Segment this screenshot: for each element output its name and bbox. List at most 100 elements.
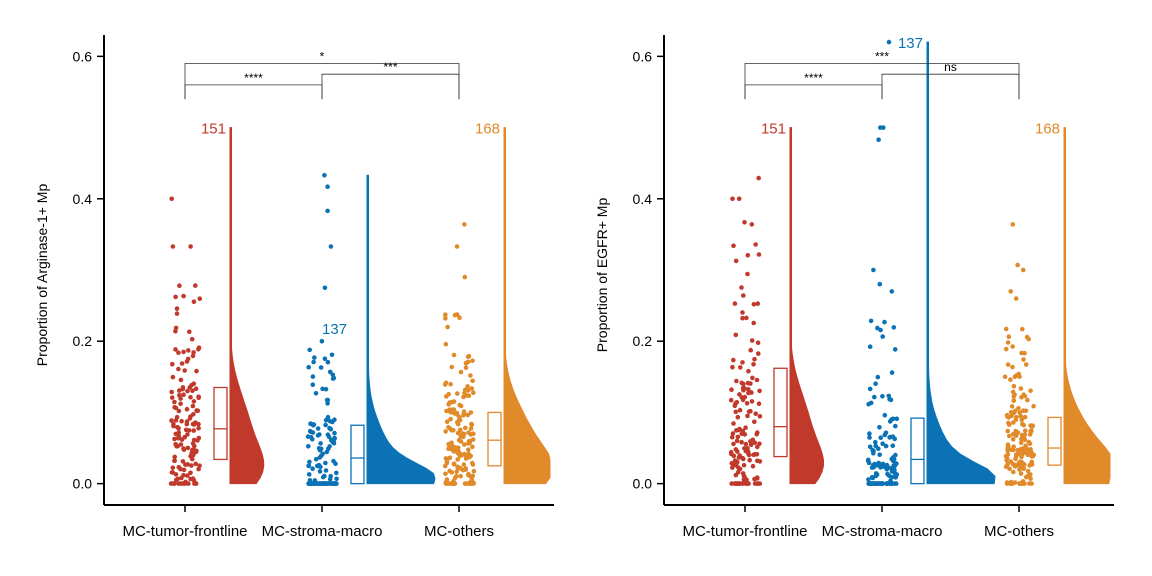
data-point (317, 447, 323, 453)
data-point (468, 426, 474, 431)
data-point (736, 196, 742, 202)
data-point (1011, 383, 1017, 389)
data-point (465, 384, 470, 389)
data-point (197, 296, 203, 302)
data-point (444, 408, 449, 414)
data-point (1008, 459, 1014, 464)
data-point (734, 438, 740, 444)
data-point (880, 481, 886, 486)
data-point (178, 377, 184, 383)
data-point (1030, 452, 1036, 457)
data-point (746, 409, 752, 414)
data-point (753, 242, 758, 247)
data-point (450, 399, 455, 405)
data-point (740, 360, 745, 365)
data-point (740, 310, 745, 315)
data-point (1022, 462, 1027, 468)
data-point (1017, 410, 1022, 415)
data-point (174, 444, 179, 449)
data-point (1012, 374, 1018, 380)
data-point (323, 386, 329, 392)
data-point (455, 421, 461, 427)
significance-bracket (881, 73, 1020, 100)
group-2: MC-others 168 (424, 121, 551, 540)
data-point (1005, 448, 1010, 453)
data-point (471, 480, 477, 486)
data-point (448, 410, 453, 415)
data-point (877, 281, 883, 287)
data-point (181, 392, 186, 398)
data-point (188, 470, 193, 476)
data-point (191, 350, 196, 355)
data-point (306, 444, 311, 449)
data-point (470, 358, 475, 364)
data-point (310, 374, 316, 379)
data-point (751, 320, 756, 326)
data-point (880, 334, 885, 339)
data-point (177, 388, 182, 393)
data-point (455, 457, 461, 462)
data-point (891, 325, 897, 330)
data-point (172, 399, 177, 405)
data-point (873, 439, 878, 445)
data-point (740, 428, 746, 434)
data-point (1003, 326, 1009, 332)
box (773, 367, 788, 458)
data-point (876, 137, 881, 142)
data-point (318, 464, 323, 470)
data-point (463, 365, 469, 371)
data-point (730, 196, 735, 202)
data-point (462, 274, 468, 280)
data-point (731, 421, 736, 426)
data-point (323, 422, 328, 428)
data-point (188, 395, 193, 400)
data-point (462, 442, 467, 447)
data-point (444, 460, 450, 466)
data-point (471, 468, 477, 474)
box (487, 411, 502, 467)
data-point (869, 465, 875, 470)
data-point (318, 441, 323, 446)
y-tick-label: 0.2 (633, 333, 653, 349)
data-point (442, 382, 448, 387)
x-tick-label: MC-stroma-macro (822, 523, 943, 540)
data-point (307, 347, 313, 353)
data-point (450, 443, 455, 449)
data-point (1006, 443, 1011, 449)
data-point (1008, 289, 1013, 294)
data-point (740, 397, 746, 403)
data-point (1002, 374, 1008, 380)
data-point (740, 455, 746, 461)
data-point (308, 435, 314, 440)
data-point (730, 364, 735, 370)
y-tick-label: 0.2 (73, 333, 93, 349)
data-point (752, 452, 758, 457)
data-point (322, 356, 328, 362)
data-point (188, 244, 193, 249)
data-point (322, 285, 328, 291)
count-label: 151 (201, 121, 226, 138)
box (1047, 416, 1062, 466)
data-point (1028, 388, 1033, 394)
significance-label: **** (804, 71, 823, 85)
data-point (757, 388, 762, 394)
data-point (887, 435, 892, 440)
data-point (443, 312, 448, 318)
data-point (306, 364, 312, 370)
data-point (889, 370, 895, 375)
data-point (1012, 480, 1018, 485)
data-point (449, 364, 455, 370)
data-point (189, 463, 194, 468)
data-point (749, 399, 755, 404)
data-point (878, 465, 883, 470)
data-point (183, 427, 189, 433)
data-point (169, 470, 175, 475)
data-point (880, 394, 885, 399)
data-point (890, 443, 896, 449)
data-point (736, 465, 741, 471)
y-tick-label: 0.6 (73, 48, 93, 64)
data-point (880, 441, 885, 447)
data-point (466, 353, 472, 359)
data-point (1029, 428, 1034, 434)
data-point (461, 467, 466, 473)
